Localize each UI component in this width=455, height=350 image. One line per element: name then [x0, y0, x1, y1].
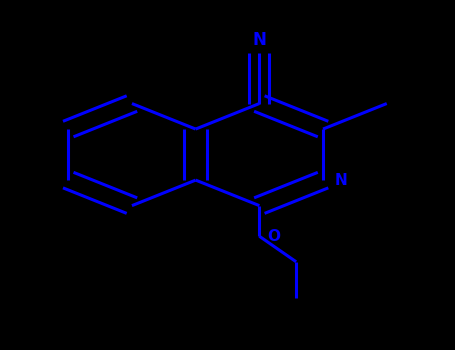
Text: N: N	[334, 173, 347, 188]
Text: O: O	[268, 229, 281, 244]
Text: N: N	[253, 31, 266, 49]
